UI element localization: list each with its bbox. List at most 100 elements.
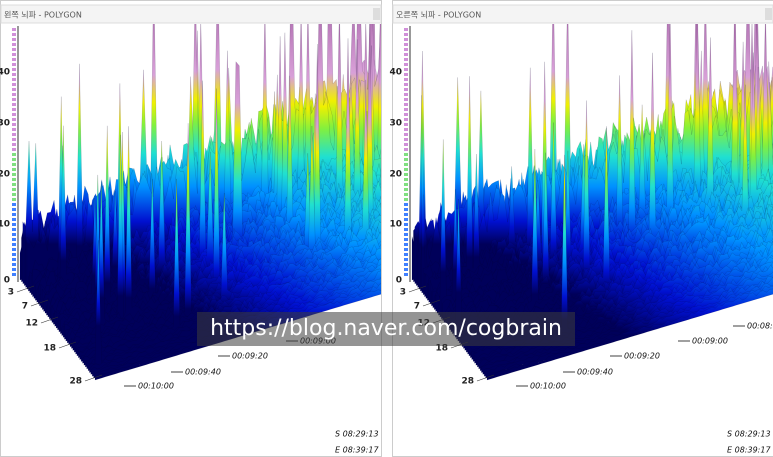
freq-label: 3	[8, 288, 14, 298]
time-label: 00:09:40	[577, 368, 613, 377]
legend-strip	[12, 83, 16, 86]
legend-strip	[404, 123, 408, 126]
right-panel: 오른쪽 뇌파 - POLYGON4030201003712182800:10:0…	[389, 0, 773, 457]
legend-strip	[12, 203, 16, 206]
legend-strip	[12, 183, 16, 186]
legend-strip	[404, 173, 408, 176]
freq-label: 28	[69, 377, 82, 387]
legend-strip	[404, 58, 408, 61]
legend-strip	[12, 218, 16, 221]
legend-strip	[404, 48, 408, 51]
z-label: 0	[4, 276, 10, 286]
start-time: S 08:29:13	[727, 430, 771, 439]
legend-strip	[12, 28, 16, 31]
legend-strip	[12, 238, 16, 241]
legend-strip	[12, 93, 16, 96]
legend-strip	[12, 113, 16, 116]
legend-strip	[12, 43, 16, 46]
legend-strip	[12, 73, 16, 76]
z-label: 0	[396, 276, 402, 286]
legend-strip	[404, 248, 408, 251]
legend-strip	[404, 128, 408, 131]
legend-strip	[404, 43, 408, 46]
legend-strip	[12, 163, 16, 166]
legend-strip	[12, 123, 16, 126]
time-label: 00:09:20	[232, 352, 268, 361]
legend-strip	[404, 118, 408, 121]
time-label: 00:08:40	[747, 322, 773, 331]
left-panel: 왼쪽 뇌파 - POLYGON 40 30 20 10 0 37 12 18 28 00:10:00…	[0, 0, 382, 457]
title-bar	[392, 4, 773, 24]
title-bar	[0, 4, 382, 24]
z-label: 20	[389, 170, 402, 180]
legend-strip	[12, 243, 16, 246]
legend-strip	[12, 63, 16, 66]
z-label: 30	[0, 119, 10, 129]
watermark: https://blog.naver.com/cogbrain	[210, 316, 562, 341]
legend-strip	[12, 273, 16, 276]
z-label: 20	[0, 170, 10, 180]
legend-strip	[404, 148, 408, 151]
legend-strip	[404, 208, 408, 211]
z-label: 10	[0, 220, 10, 230]
surface-ridge	[486, 288, 773, 381]
legend-strip	[12, 193, 16, 196]
freq-tick	[30, 299, 49, 307]
legend-strip	[404, 213, 408, 216]
legend-strip	[12, 38, 16, 41]
end-time: E 08:39:17	[335, 446, 379, 455]
freq-tick	[58, 341, 77, 349]
freq-tick	[422, 299, 441, 307]
legend-strip	[404, 258, 408, 261]
legend-strip	[404, 83, 408, 86]
legend-strip	[12, 68, 16, 71]
legend-strip	[12, 248, 16, 251]
legend-strip	[404, 103, 408, 106]
legend-strip	[12, 253, 16, 256]
legend-strip	[404, 68, 408, 71]
legend-strip	[12, 213, 16, 216]
legend-strip	[12, 78, 16, 81]
legend-strip	[404, 218, 408, 221]
legend-strip	[404, 263, 408, 266]
time-label: 00:09:40	[185, 368, 221, 377]
legend-strip	[404, 33, 408, 36]
time-label: 00:09:20	[624, 352, 660, 361]
legend-strip	[404, 223, 408, 226]
legend-strip	[404, 108, 408, 111]
legend-strip	[12, 58, 16, 61]
legend-strip	[12, 208, 16, 211]
time-label: 00:10:00	[138, 382, 174, 391]
legend-strip	[404, 273, 408, 276]
legend-strip	[404, 233, 408, 236]
legend-strip	[12, 173, 16, 176]
legend-strip	[404, 78, 408, 81]
legend-strip	[404, 63, 408, 66]
freq-tick	[40, 316, 59, 324]
legend-strip	[12, 178, 16, 181]
legend-strip	[404, 188, 408, 191]
end-time: E 08:39:17	[727, 446, 771, 455]
z-label: 10	[389, 220, 402, 230]
z-label: 30	[389, 119, 402, 129]
freq-tick	[476, 374, 495, 382]
legend-strip	[12, 268, 16, 271]
legend-strip	[404, 178, 408, 181]
legend-strip	[12, 133, 16, 136]
legend-strip	[12, 188, 16, 191]
freq-label: 18	[435, 344, 448, 354]
legend-strip	[12, 33, 16, 36]
scroll-button	[373, 8, 380, 20]
legend-strip	[12, 108, 16, 111]
legend-strip	[404, 168, 408, 171]
legend-strip	[404, 138, 408, 141]
legend-strip	[404, 253, 408, 256]
legend-strip	[404, 198, 408, 201]
legend-strip	[404, 183, 408, 186]
legend-strip	[404, 268, 408, 271]
legend-strip	[12, 198, 16, 201]
legend-strip	[12, 128, 16, 131]
start-time: S 08:29:13	[335, 430, 379, 439]
legend-strip	[404, 193, 408, 196]
